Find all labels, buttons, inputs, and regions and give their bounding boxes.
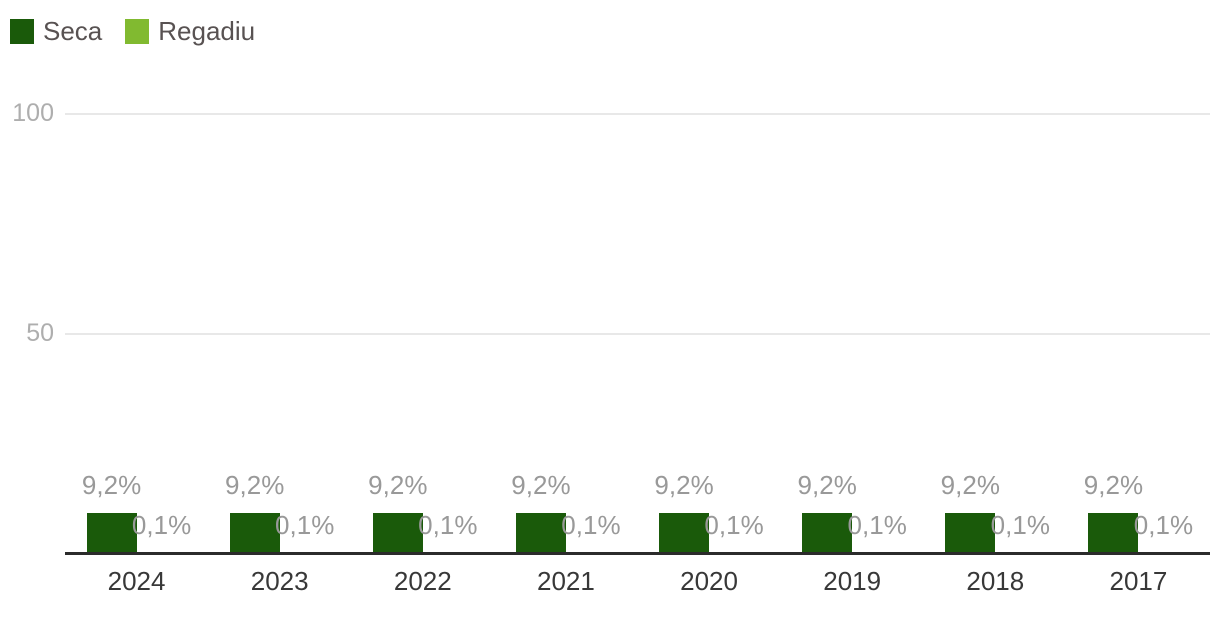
- data-label-seca-2019: 9,2%: [797, 469, 857, 500]
- plot-area: 100 50 9,2% 0,1% 9,2% 0,1% 9,2% 0,1% 9,2% 0,1% 9,…: [12, 101, 1210, 555]
- bar-group-2020: 9,2% 0,1%: [638, 113, 781, 553]
- legend-swatch-regadiu-icon: [125, 18, 150, 44]
- data-label-regadiu-2022: 0,1%: [418, 509, 478, 540]
- legend-item-seca[interactable]: Seca: [10, 18, 102, 44]
- data-label-regadiu-2020: 0,1%: [704, 509, 764, 540]
- chart-legend: Seca Regadiu: [10, 18, 255, 44]
- bar-group-2021: 9,2% 0,1%: [494, 113, 637, 553]
- data-label-seca-2023: 9,2%: [225, 469, 285, 500]
- bar-groups: 9,2% 0,1% 9,2% 0,1% 9,2% 0,1% 9,2% 0,1% 9,2% 0,1%…: [65, 113, 1210, 553]
- bar-group-2024: 9,2% 0,1%: [65, 113, 208, 553]
- data-label-regadiu-2019: 0,1%: [847, 509, 907, 540]
- y-axis-tick-100: 100: [12, 99, 54, 127]
- x-axis-label-2022: 2022: [393, 566, 452, 596]
- legend-label-seca: Seca: [43, 16, 103, 46]
- bar-group-2017: 9,2% 0,1%: [1067, 113, 1210, 553]
- y-axis-tick-50: 50: [26, 319, 54, 347]
- bar-group-2022: 9,2% 0,1%: [351, 113, 494, 553]
- gridline-50: [65, 333, 1210, 335]
- bar-seca-2017[interactable]: [1088, 512, 1139, 553]
- x-axis-label-2020: 2020: [680, 566, 738, 596]
- data-label-seca-2020: 9,2%: [654, 469, 714, 500]
- bar-seca-2021[interactable]: [515, 512, 566, 553]
- gridline-100: [65, 113, 1210, 115]
- bar-group-2019: 9,2% 0,1%: [781, 113, 924, 553]
- data-label-seca-2024: 9,2%: [81, 469, 142, 500]
- x-axis-label-2024: 2024: [107, 566, 166, 596]
- legend-item-regadiu[interactable]: Regadiu: [125, 18, 255, 44]
- data-label-regadiu-2017: 0,1%: [1133, 509, 1194, 540]
- bar-seca-2019[interactable]: [802, 512, 853, 553]
- x-axis-label-2017: 2017: [1109, 566, 1168, 596]
- bar-seca-2022[interactable]: [372, 512, 423, 553]
- data-label-regadiu-2023: 0,1%: [275, 509, 335, 540]
- bar-seca-2024[interactable]: [86, 512, 137, 553]
- data-label-seca-2018: 9,2%: [940, 469, 1000, 500]
- x-axis-label-2018: 2018: [966, 566, 1025, 596]
- legend-swatch-seca-icon: [10, 18, 34, 44]
- data-label-regadiu-2024: 0,1%: [131, 509, 192, 540]
- bar-seca-2020[interactable]: [659, 512, 710, 553]
- x-axis-label-2019: 2019: [823, 566, 882, 596]
- data-label-seca-2017: 9,2%: [1083, 469, 1144, 500]
- bar-seca-2023[interactable]: [229, 512, 280, 553]
- bar-group-2023: 9,2% 0,1%: [208, 113, 351, 553]
- data-label-regadiu-2021: 0,1%: [561, 509, 621, 540]
- bar-seca-2018[interactable]: [945, 512, 996, 553]
- data-label-seca-2022: 9,2%: [368, 469, 428, 500]
- data-label-regadiu-2018: 0,1%: [990, 509, 1050, 540]
- legend-label-regadiu: Regadiu: [158, 16, 256, 46]
- bar-group-2018: 9,2% 0,1%: [924, 113, 1067, 553]
- x-axis-label-2021: 2021: [537, 566, 595, 596]
- x-axis-line: [65, 552, 1210, 555]
- data-label-seca-2021: 9,2%: [511, 469, 571, 500]
- x-axis-labels: 2024 2023 2022 2021 2020 2019 2018 2017: [65, 566, 1210, 597]
- x-axis-label-2023: 2023: [250, 566, 309, 596]
